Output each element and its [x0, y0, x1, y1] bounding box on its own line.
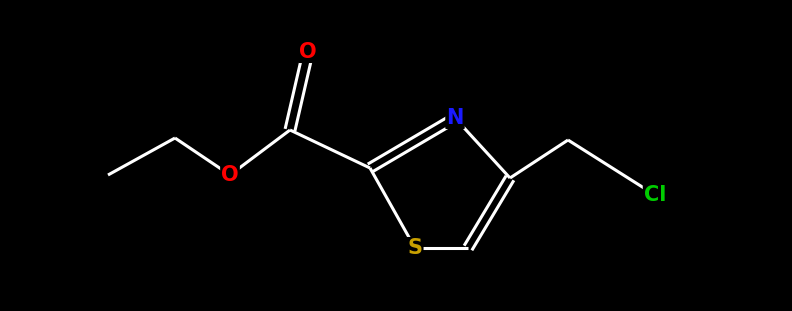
Text: O: O	[299, 42, 317, 62]
Text: Cl: Cl	[644, 185, 666, 205]
Text: N: N	[447, 108, 463, 128]
Text: O: O	[221, 165, 239, 185]
Text: S: S	[408, 238, 422, 258]
